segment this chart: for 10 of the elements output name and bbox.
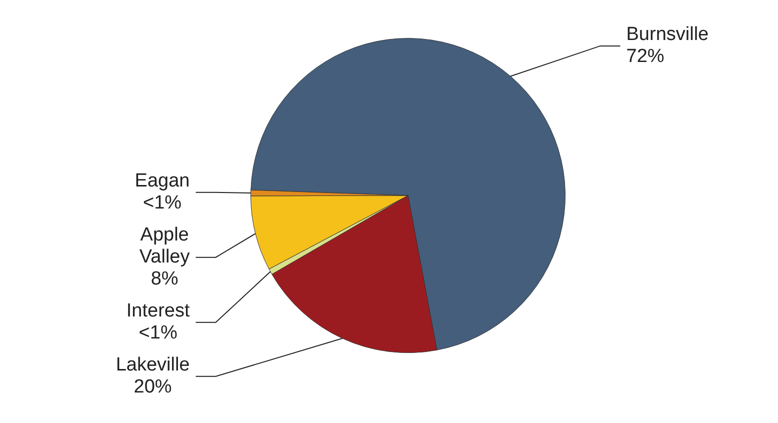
- slice-label: Eagan: [134, 170, 190, 192]
- slice-label: Lakeville: [116, 354, 190, 376]
- data-label: 20%: [134, 376, 172, 398]
- slice-label: Apple Valley: [139, 224, 190, 268]
- data-label: <1%: [143, 192, 182, 214]
- slice-label: Burnsville: [626, 24, 709, 46]
- slice-label: Interest: [126, 300, 190, 322]
- data-label: 8%: [150, 268, 178, 290]
- data-label: <1%: [138, 322, 178, 344]
- data-label: 72%: [626, 46, 664, 68]
